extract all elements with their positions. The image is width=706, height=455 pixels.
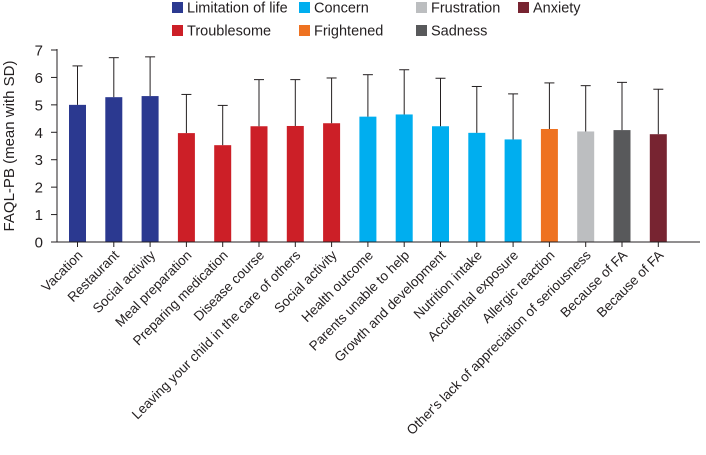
y-axis: 0 1 2 3 4 5 6 7 [35,43,58,252]
legend-label: Anxiety [533,1,581,17]
bar [395,114,413,242]
y-tick-label: 5 [35,97,43,114]
legend-label: Frustration [431,1,500,17]
legend-swatch [172,2,183,13]
legend-swatch [518,2,529,13]
x-tick-label: Leaving your child in the care of others [129,247,304,422]
bar [286,125,304,242]
legend-label: Concern [314,1,369,17]
legend-swatch [416,25,427,36]
x-tick-label: Because of FA [594,248,667,321]
bar-series [69,96,667,242]
bar [250,126,268,242]
y-tick-label: 4 [35,125,43,142]
bar [468,132,486,242]
bar [613,130,631,242]
legend-label: Sadness [431,24,487,40]
bar [141,96,159,242]
legend-swatch [416,2,427,13]
legend-label: Troublesome [187,24,271,40]
legend-swatch [299,2,310,13]
bar [359,116,377,242]
legend-label: Limitation of life [187,1,288,17]
bar [540,128,558,242]
bar [432,126,449,242]
bar [69,104,86,242]
chart-legend: Limitation of life Concern Frustration Anxi… [172,1,581,40]
bar [323,123,341,242]
bar [177,133,195,242]
y-tick-label: 6 [35,70,43,87]
y-tick-label: 3 [35,152,43,169]
legend-swatch [299,25,310,36]
y-tick-label: 7 [35,43,43,60]
legend-label: Frightened [314,24,383,40]
y-tick-label: 1 [35,207,43,224]
bar [214,145,232,242]
y-tick-label: 0 [35,235,43,252]
legend-swatch [172,25,183,36]
bar [105,97,123,242]
y-axis-label: FAQL-PB (mean with SD) [1,61,18,232]
bar [577,131,595,242]
error-bars [72,56,664,146]
bar [649,134,667,242]
bar [504,139,522,242]
y-tick-label: 2 [35,180,43,197]
